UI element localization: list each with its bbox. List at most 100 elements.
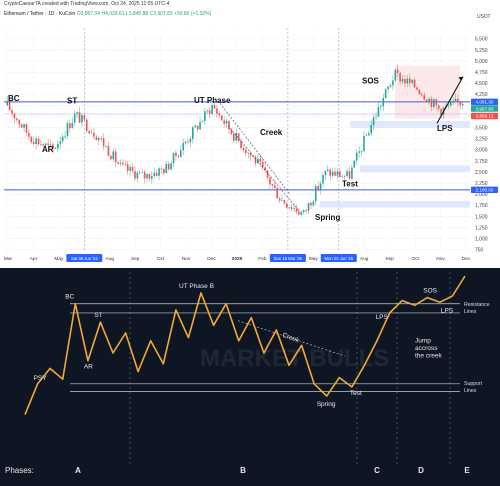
schematic-label: ST [94, 312, 102, 319]
candle-body [122, 163, 124, 164]
candle-body [62, 137, 64, 142]
candle-body [431, 99, 433, 107]
candle-body [404, 79, 406, 83]
candle-body [407, 79, 409, 84]
candle-body [117, 162, 119, 164]
candle-body [334, 172, 336, 176]
candle-body [286, 204, 288, 208]
candle-body [182, 143, 184, 150]
wyckoff-label: UT Phase [194, 96, 231, 105]
wyckoff-label: Creek [260, 128, 283, 137]
candle-body [110, 156, 112, 159]
candle-body [284, 200, 286, 204]
schematic-label: Spring [317, 401, 336, 408]
candle [276, 186, 278, 198]
wyckoff-label: SOS [362, 77, 380, 86]
candle-body [231, 130, 233, 134]
candle-body [452, 101, 454, 102]
candle-body [170, 163, 172, 169]
candle-body [435, 99, 437, 105]
candle-body [460, 102, 462, 105]
candle-body [308, 203, 310, 211]
watermark-text: MARKET BULLS [200, 345, 389, 372]
candle-body [38, 139, 40, 145]
x-tick-label: Dec [462, 256, 471, 262]
y-tick-label: 1,250 [475, 225, 488, 231]
candle-body [64, 136, 66, 137]
x-tick-label: Sat 08 Jun '24 [71, 256, 98, 261]
y-tick-label: 5,000 [475, 59, 488, 65]
candle-body [187, 142, 189, 143]
candle-body [233, 134, 235, 141]
candle-body [344, 176, 346, 177]
candle-body [206, 110, 208, 111]
candle-body [214, 105, 216, 109]
candle-body [238, 133, 240, 141]
eth-chart[interactable]: 750 1,000 1,250 1,500 1,750 2,000 2,250 2,500 2,… [0, 0, 500, 268]
phases-label: Phases: [5, 466, 34, 475]
wyckoff-label: Spring [315, 213, 340, 222]
x-tick-label: Oct [157, 256, 165, 262]
x-tick-label: Sep [131, 256, 140, 262]
candle-body [366, 135, 368, 136]
y-tick-label: 5,500 [475, 37, 488, 43]
candle-body [455, 99, 457, 101]
candle-body [28, 133, 30, 137]
phase-letter: D [418, 466, 424, 475]
candle-body [219, 114, 221, 116]
candle-body [457, 99, 459, 102]
candle-body [346, 171, 348, 176]
spring-zone [320, 201, 470, 208]
candle-body [146, 174, 148, 178]
candle-body [380, 106, 382, 107]
candle-body [354, 160, 356, 167]
phase-letter: B [240, 466, 246, 475]
candle-body [315, 186, 317, 201]
x-tick-label: Nov [436, 256, 445, 262]
candle-body [310, 203, 312, 205]
y-tick-label: 3,250 [475, 137, 488, 143]
candle-body [226, 121, 228, 124]
candle-body [382, 98, 384, 106]
candle [221, 115, 223, 121]
candle-body [332, 172, 334, 176]
candle-body [197, 126, 199, 130]
y-tick-label: 2,250 [475, 181, 488, 187]
y-tick-label: 4,750 [475, 70, 488, 76]
candle-body [313, 201, 315, 205]
candle-body [279, 198, 281, 200]
candle [354, 160, 356, 168]
candle-body [134, 171, 136, 178]
candle-body [245, 150, 247, 153]
candle-body [349, 171, 351, 178]
candle-body [125, 164, 127, 165]
candle-body [274, 185, 276, 187]
phase-letter: E [464, 466, 470, 475]
candle-body [378, 107, 380, 117]
candle-body [127, 164, 129, 170]
plot-background [0, 26, 500, 268]
schematic-label: PSY [34, 375, 48, 382]
x-tick-label: Apr [30, 256, 38, 262]
y-tick-label: 4,250 [475, 92, 488, 98]
candle-body [11, 110, 13, 114]
candle-body [199, 122, 201, 130]
phase-letter: C [374, 466, 380, 475]
price-axis-value: 2,100.00 [476, 188, 494, 193]
x-tick-label: Nov [182, 256, 191, 262]
candle-body [158, 168, 160, 175]
candle-body [291, 207, 293, 209]
candle-body [303, 210, 305, 212]
price-axis-value: 3,907.83 [476, 106, 494, 111]
schematic-background [0, 268, 500, 486]
candle-body [421, 94, 423, 95]
x-tick-label: Feb [258, 256, 267, 262]
candle-body [209, 110, 211, 113]
schematic-label: BC [65, 294, 74, 301]
price-axis-value: 3,808.13 [476, 114, 494, 119]
candle-body [329, 170, 331, 176]
schematic-label: Test [350, 390, 362, 397]
candle [395, 68, 397, 82]
y-tick-label: 1,000 [475, 236, 488, 242]
candle-body [120, 163, 122, 164]
